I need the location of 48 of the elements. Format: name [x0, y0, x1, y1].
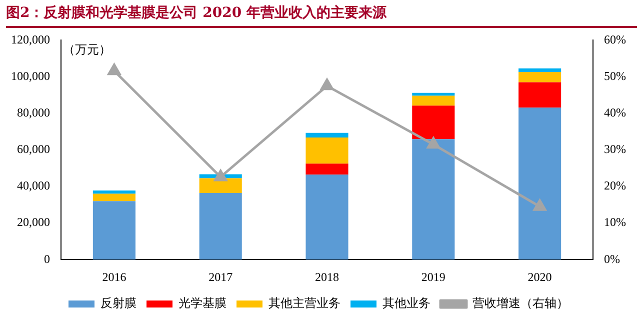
y-tick-label: 60,000 [17, 142, 50, 156]
bar [518, 68, 562, 72]
bar [518, 72, 562, 82]
legend-label: 营收增速（右轴） [472, 296, 568, 310]
x-tick-label: 2019 [421, 270, 446, 284]
x-tick-label: 2018 [315, 270, 339, 284]
point [108, 64, 121, 76]
y2-tick-label: 30% [604, 142, 626, 156]
bar [412, 92, 455, 96]
point [320, 78, 334, 90]
bar [518, 82, 562, 108]
bar [306, 174, 348, 260]
bar [92, 190, 136, 194]
y-tick-label: 80,000 [17, 105, 50, 120]
legend-label: 反射膜 [100, 296, 136, 310]
bar [306, 132, 348, 138]
legend-label: 光学基膜 [178, 296, 226, 310]
bar [92, 201, 136, 260]
y-tick-label: 40,000 [17, 178, 50, 193]
y2-tick-label: 10% [604, 215, 626, 230]
y2-tick-label: 0% [604, 252, 620, 266]
y-tick-label: 20,000 [17, 215, 50, 230]
bar [199, 193, 242, 260]
bar [518, 108, 562, 260]
bar [306, 164, 348, 175]
y2-tick-label: 60% [604, 32, 626, 46]
x-tick-label: 2020 [528, 270, 552, 284]
bar [92, 194, 136, 202]
y2-tick-label: 50% [604, 68, 626, 83]
y2-tick-label: 20% [604, 178, 626, 193]
legend-label: 其他业务 [382, 296, 430, 310]
bar [199, 178, 242, 194]
y2-tick-label: 40% [604, 105, 626, 120]
legend-label: 其他主营业务 [268, 296, 340, 310]
y-axis-title: （万元） [63, 42, 111, 56]
x-tick-label: 2016 [102, 270, 126, 284]
point [533, 199, 546, 211]
chart-title: 图2：反射膜和光学基膜是公司 2020 年营业收入的主要来源 [6, 4, 637, 28]
bar [412, 106, 455, 140]
y-tick-label: 0 [44, 252, 50, 266]
point [214, 170, 228, 182]
point [426, 137, 440, 149]
y-tick-label: 120,000 [11, 32, 50, 46]
y-tick-label: 100,000 [11, 68, 50, 83]
bar [306, 137, 348, 164]
bar [412, 139, 455, 260]
bar [412, 96, 455, 106]
x-tick-label: 2017 [208, 270, 233, 284]
